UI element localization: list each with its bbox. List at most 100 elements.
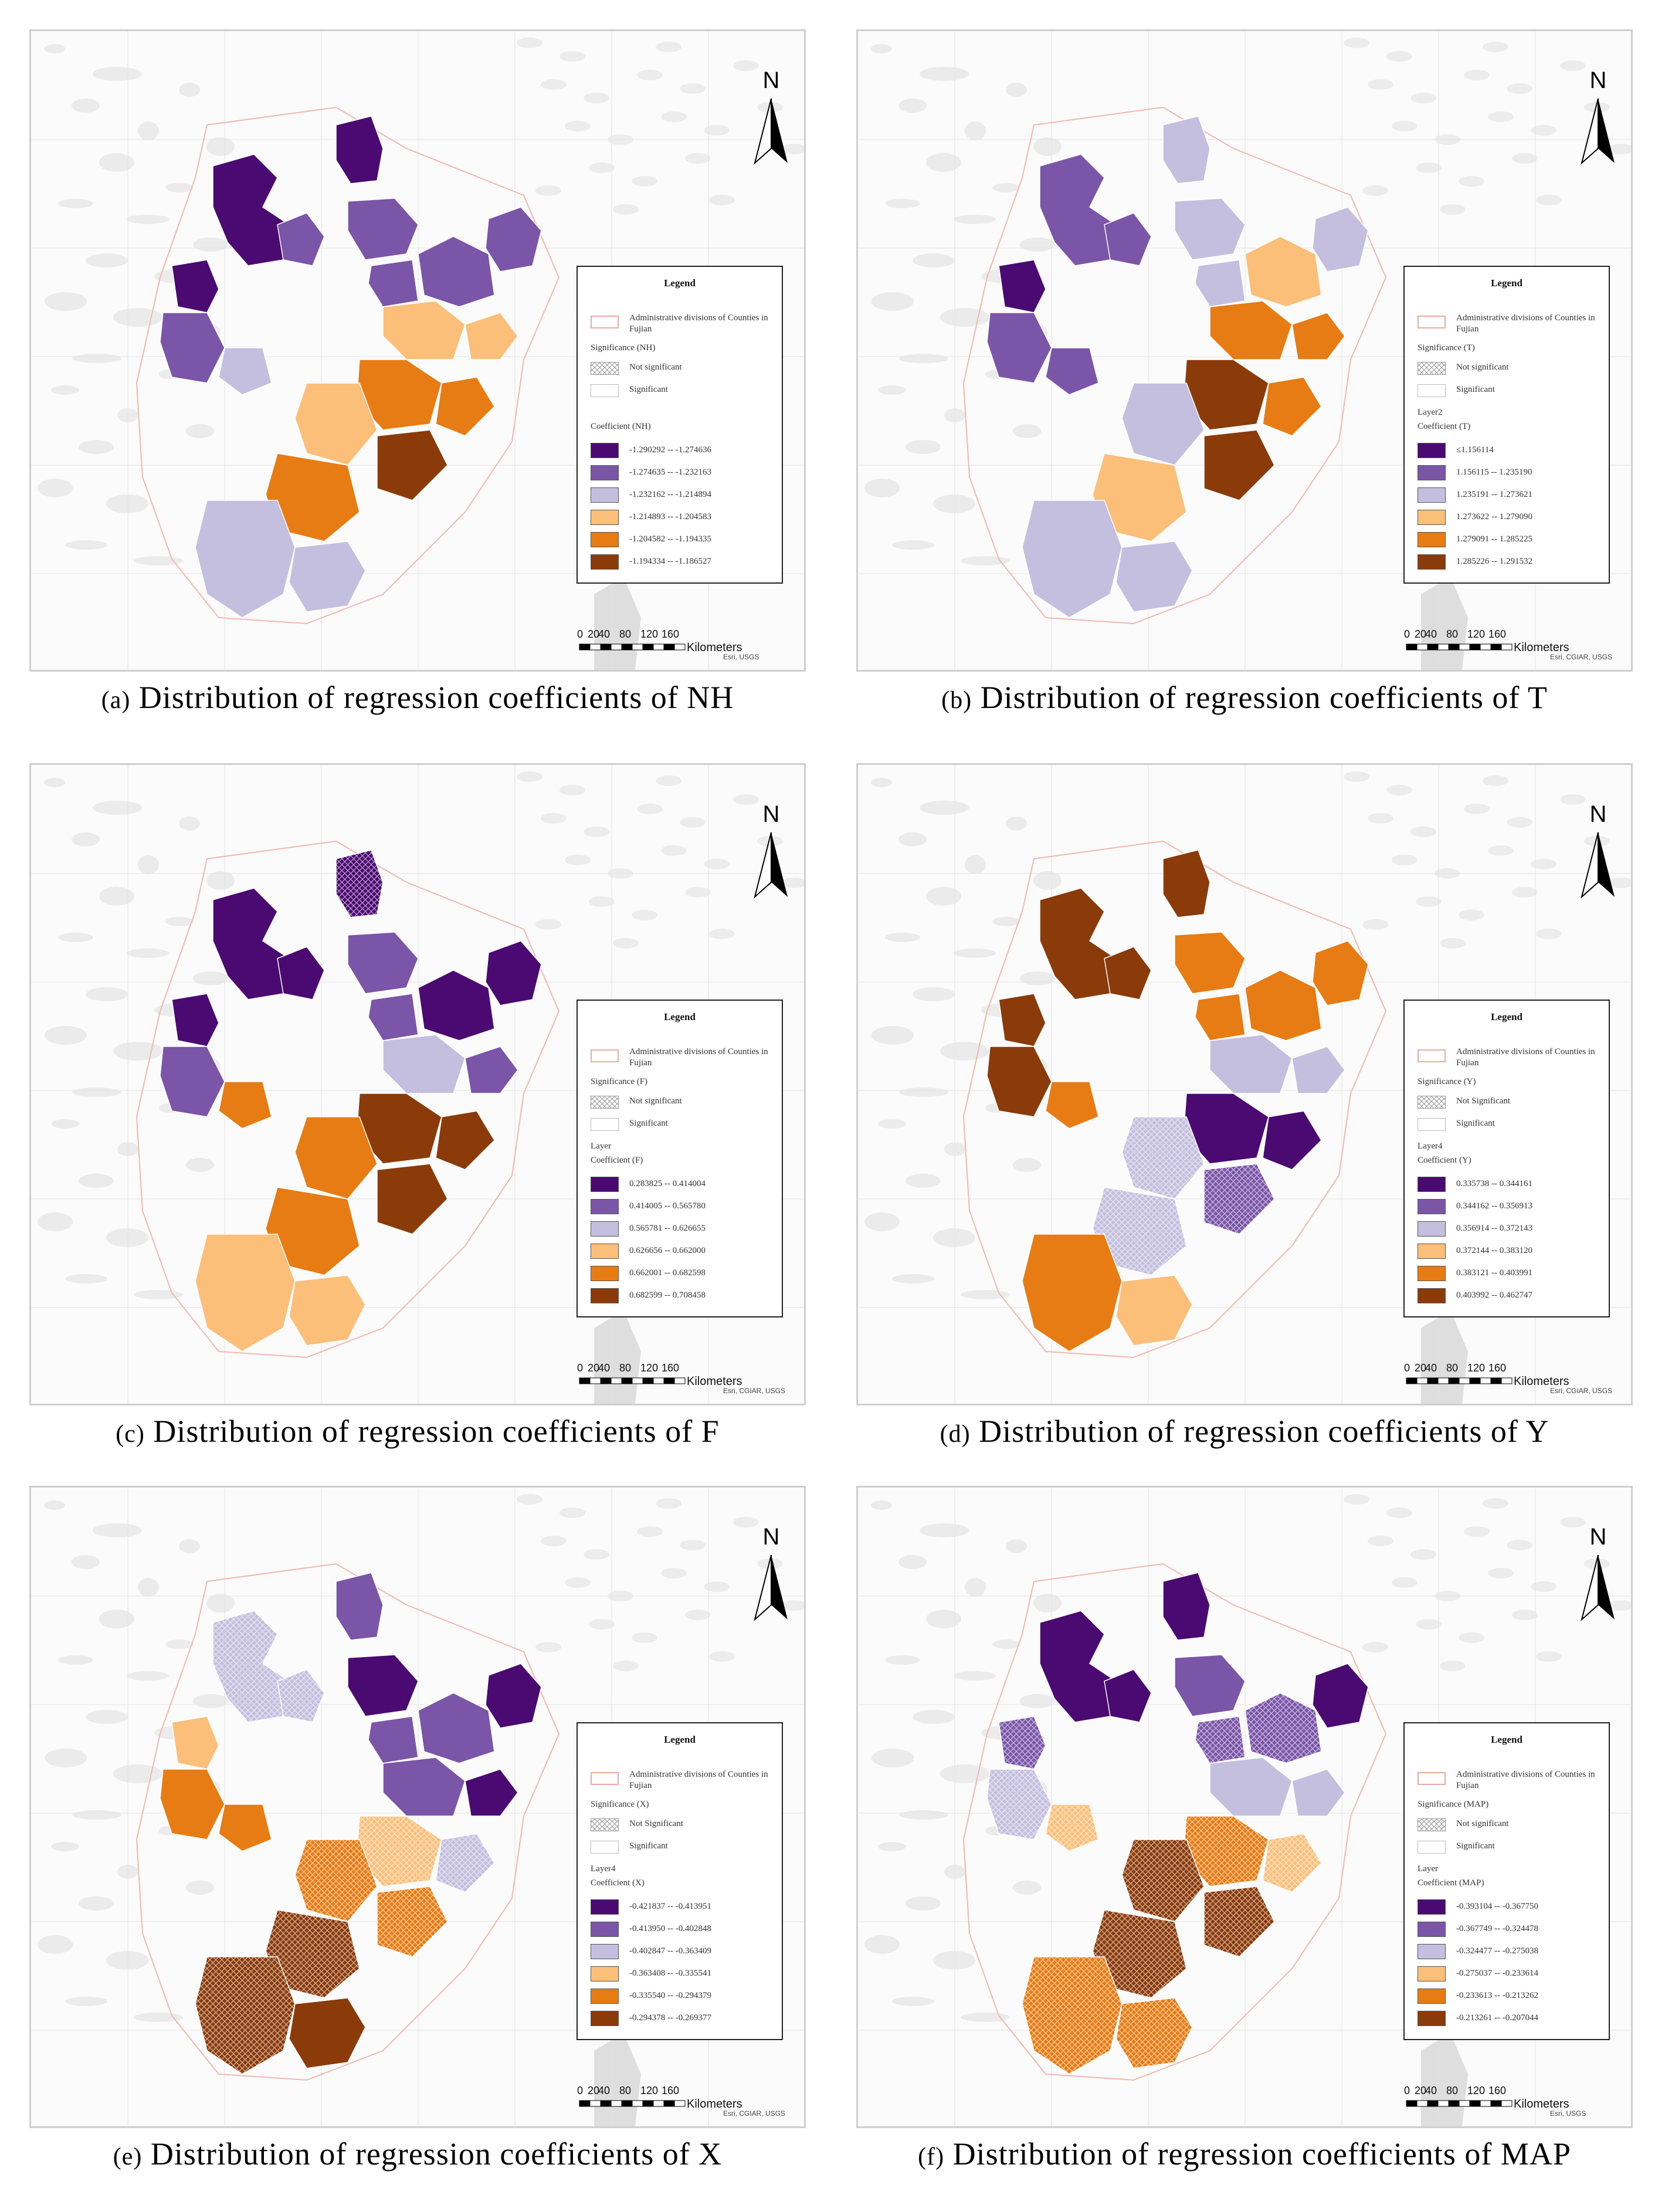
legend-class-swatch — [591, 554, 619, 570]
not-significant-hatch — [1204, 1164, 1274, 1234]
not-significant-hatch — [1046, 1804, 1098, 1851]
not-significant-hatch — [1116, 1998, 1192, 2068]
legend-class-row: ≤1.156114 — [1418, 443, 1605, 458]
map-frame: N 0 20 40 80 120 160 Kilometers Esri, USGS Legen… — [29, 29, 806, 672]
legend-box: Legend Administrative divisions of Count… — [1403, 1722, 1610, 2040]
county-region — [1022, 1234, 1123, 1352]
scale-tick-label: 0 — [577, 1362, 584, 1374]
scale-tick-label: 20 — [1415, 628, 1427, 640]
legend-class-row: -0.367749 -- -0.324478 — [1418, 1922, 1605, 1937]
legend-class-row: -0.363408 -- -0.335541 — [591, 1966, 778, 1981]
legend-class-swatch — [1418, 465, 1446, 480]
county-region — [1092, 453, 1187, 542]
map-frame: N 0 20 40 80 120 160 Kilometers Esri, CGIAR, USG… — [856, 29, 1633, 672]
legend-class-swatch — [591, 465, 619, 480]
legend-class-swatch — [591, 532, 619, 547]
county-region — [160, 1769, 225, 1840]
legend-class-swatch — [1418, 1989, 1446, 2004]
legend-class-label: 0.414005 -- 0.565780 — [629, 1201, 706, 1211]
legend-class-row: 0.662001 -- 0.682598 — [591, 1266, 778, 1281]
county-region — [986, 312, 1052, 384]
significant-label: Significant — [629, 385, 668, 394]
legend-class-swatch — [1418, 1288, 1446, 1303]
county-layer — [160, 1572, 542, 2075]
not-significant-hatch — [1263, 1834, 1321, 1892]
not-significant-hatch — [999, 1716, 1046, 1769]
legend-class-label: -0.324477 -- -0.275038 — [1456, 1946, 1538, 1956]
legend-class-label: -0.213261 -- -0.207044 — [1456, 2013, 1538, 2023]
legend-class-swatch — [591, 1989, 619, 2004]
map-frame: N 0 20 40 80 120 160 Kilometers Esri, USGS Legen… — [856, 1486, 1633, 2128]
not-significant-label: Not Significant — [1456, 1096, 1511, 1106]
panel-caption-text: Distribution of regression coefficients … — [150, 2136, 723, 2172]
county-region — [160, 312, 225, 384]
not-significant-swatch — [1418, 1818, 1446, 1831]
county-region — [1291, 312, 1345, 360]
legend-class-label: -0.294378 -- -0.269377 — [629, 2013, 711, 2023]
map-frame: N 0 20 40 80 120 160 Kilometers Esri, CGIAR, USG… — [856, 763, 1633, 1405]
legend-class-label: 1.273622 -- 1.279090 — [1456, 512, 1532, 521]
county-region — [1312, 940, 1369, 1006]
legend-class-label: -1.274635 -- -1.232163 — [629, 468, 711, 477]
county-region — [418, 970, 495, 1041]
county-region — [464, 312, 518, 360]
legend-class-label: 0.565781 -- 0.626655 — [629, 1224, 706, 1233]
north-arrow — [1581, 832, 1615, 899]
north-label: N — [1589, 1524, 1607, 1550]
county-region — [1291, 1046, 1345, 1094]
legend-class-row: -0.324477 -- -0.275038 — [1418, 1944, 1605, 1959]
scale-tick-label: 20 — [588, 1362, 600, 1374]
scale-tick-label: 120 — [640, 2085, 659, 2096]
terrain-relief — [38, 1494, 804, 2126]
scale-tick-label: 40 — [1425, 1362, 1437, 1374]
attribution: Esri, CGIAR, USGS — [1550, 1387, 1613, 1395]
significant-label: Significant — [1456, 1119, 1495, 1128]
scale-tick-label: 80 — [1446, 1362, 1459, 1374]
legend-box: Legend Administrative divisions of Count… — [577, 1000, 783, 1317]
significant-label: Significant — [629, 1841, 668, 1851]
county-region — [171, 993, 219, 1047]
attribution: Esri, USGS — [723, 653, 759, 661]
admin-label: Administrative divisions of Counties in … — [1456, 1770, 1595, 1790]
scale-bar — [579, 1377, 686, 1384]
legend-class-label: 0.372144 -- 0.383120 — [1456, 1246, 1532, 1255]
legend-box: Legend Administrative divisions of Count… — [577, 1722, 783, 2040]
scale-unit-label: Kilometers — [1514, 1375, 1569, 1388]
county-region — [1312, 206, 1369, 272]
admin-label: Administrative divisions of Counties in … — [629, 1047, 768, 1068]
not-significant-swatch — [1418, 362, 1446, 375]
legend-class-label: -0.393104 -- -0.367750 — [1456, 1902, 1538, 1911]
county-region — [1174, 1654, 1246, 1717]
layer-label: Layer4 — [1418, 1141, 1443, 1151]
admin-outline — [135, 840, 560, 1359]
legend-class-label: -0.363408 -- -0.335541 — [629, 1969, 711, 1978]
attribution: Esri, CGIAR, USGS — [723, 2109, 786, 2118]
county-region — [218, 1804, 272, 1852]
fujian-map — [31, 765, 804, 1404]
not-significant-label: Not significant — [629, 1096, 682, 1106]
fujian-map — [858, 31, 1631, 670]
county-region — [1045, 347, 1099, 395]
legend-class-row: 0.626656 -- 0.662000 — [591, 1244, 778, 1259]
not-significant-hatch — [1204, 1886, 1274, 1957]
not-significant-hatch — [1122, 1840, 1204, 1922]
scale-tick-label: 0 — [1404, 628, 1410, 640]
not-significant-swatch — [591, 1096, 619, 1109]
county-region — [368, 1716, 419, 1764]
county-region — [464, 1046, 518, 1094]
legend-class-row: 0.372144 -- 0.383120 — [1418, 1244, 1605, 1259]
legend-class-swatch — [1418, 532, 1446, 547]
county-region — [435, 377, 495, 436]
scale-tick-label: 40 — [1425, 628, 1437, 640]
county-region — [368, 993, 419, 1041]
admin-swatch — [1418, 1772, 1446, 1785]
legend-class-label: 0.283825 -- 0.414004 — [629, 1179, 706, 1188]
county-region — [382, 300, 466, 360]
not-significant-hatch — [195, 1957, 295, 2074]
county-region — [265, 453, 360, 542]
legend-class-label: 0.383121 -- 0.403991 — [1456, 1268, 1532, 1278]
coefficient-header: Coefficient (Y) — [1418, 1156, 1471, 1165]
scale-tick-label: 120 — [1467, 2085, 1486, 2096]
not-significant-label: Not significant — [1456, 363, 1509, 372]
significant-swatch — [591, 1841, 619, 1854]
